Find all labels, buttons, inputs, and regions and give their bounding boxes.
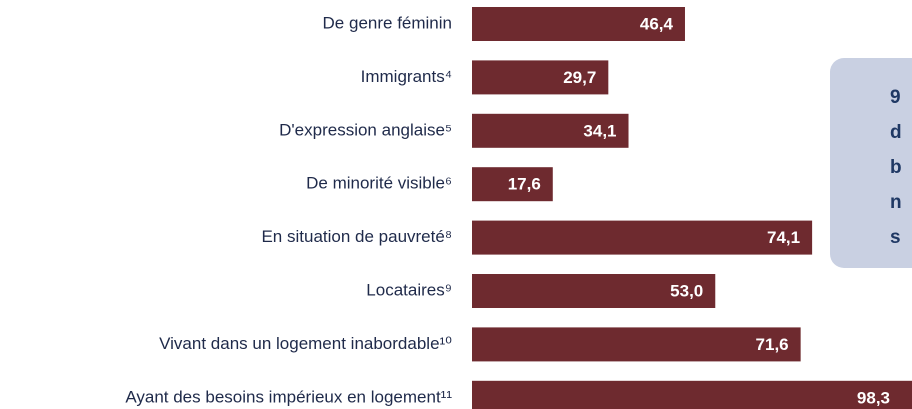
bar: [472, 220, 813, 255]
value-label: 74,1: [767, 228, 800, 247]
category-label: Immigrants⁴: [361, 67, 452, 86]
value-label: 29,7: [563, 68, 596, 87]
bar: [472, 113, 629, 148]
bar: [472, 167, 553, 202]
bar: [472, 60, 609, 95]
value-label: 46,4: [640, 14, 674, 33]
bar: [472, 7, 685, 41]
value-label: 34,1: [583, 121, 616, 140]
note-text: b: [890, 157, 902, 178]
value-label: 71,6: [756, 335, 789, 354]
value-label: 53,0: [670, 281, 703, 300]
category-label: De genre féminin: [323, 13, 452, 32]
bar: [472, 380, 912, 409]
category-label: De minorité visible⁶: [306, 174, 452, 193]
category-label: Locataires⁹: [366, 280, 452, 299]
note-text: n: [890, 192, 902, 213]
value-label: 17,6: [508, 175, 541, 194]
bar: [472, 327, 801, 362]
note-text: 9: [890, 87, 901, 108]
category-label: Vivant dans un logement inabordable¹⁰: [159, 334, 452, 353]
category-label: Ayant des besoins impérieux en logement¹…: [125, 387, 452, 406]
note-box: [830, 58, 912, 268]
note-text: d: [890, 122, 902, 143]
note-text: s: [890, 227, 901, 248]
category-label: En situation de pauvreté⁸: [261, 227, 452, 246]
bar: [472, 274, 716, 308]
category-label: D'expression anglaise⁵: [279, 120, 452, 139]
value-label: 98,3: [857, 388, 890, 407]
